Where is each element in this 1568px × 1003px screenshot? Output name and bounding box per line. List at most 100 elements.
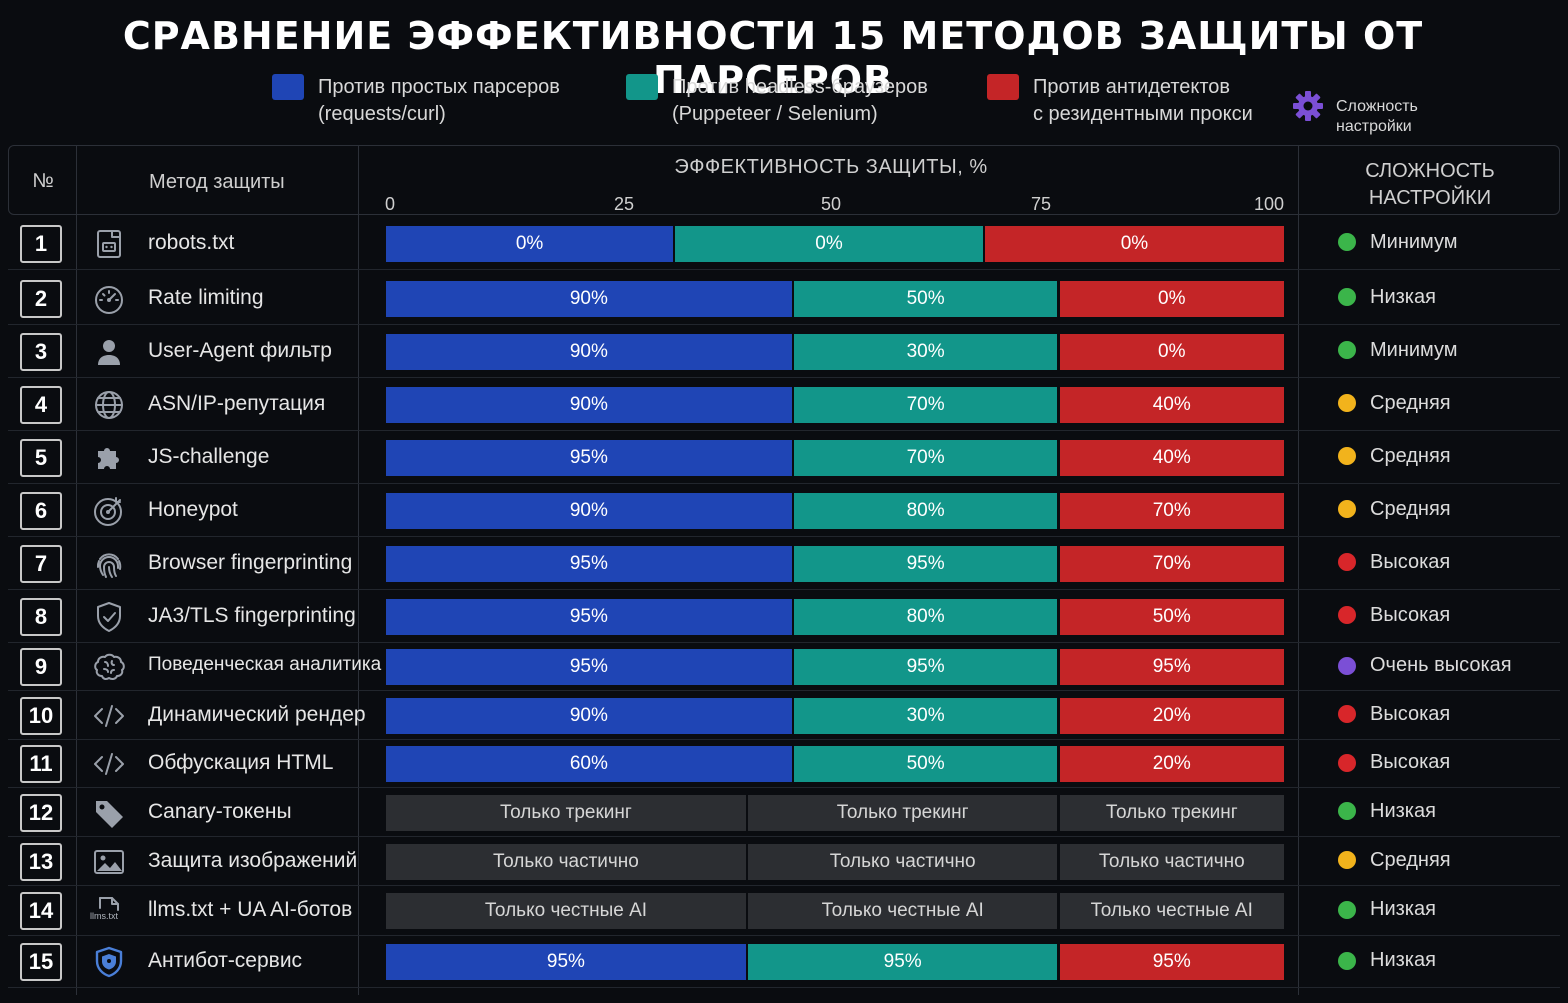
- complexity-cell: Низкая: [1338, 286, 1436, 309]
- bar-segment-red: 40%: [1059, 386, 1284, 423]
- x-tick-label: 100: [1253, 194, 1285, 214]
- complexity-cell: Высокая: [1338, 703, 1450, 726]
- table-row: 14 llms.txt llms.txt + UA AI-ботов Только ч…: [8, 886, 1560, 936]
- column-divider: [76, 145, 77, 995]
- bar-segment-teal: 80%: [793, 492, 1058, 529]
- legend-label: (requests/curl): [318, 103, 446, 125]
- note-segment: Только частично: [1059, 843, 1284, 880]
- bar-segment-teal: 50%: [793, 280, 1058, 317]
- x-tick-label: 0: [384, 194, 396, 214]
- complexity-label: Средняя: [1370, 848, 1451, 871]
- complexity-cell: Средняя: [1338, 849, 1451, 872]
- complexity-label: Низкая: [1370, 799, 1436, 822]
- bar-segment-teal: 30%: [793, 697, 1058, 734]
- legend-swatch: [626, 74, 658, 100]
- header-num: №: [32, 169, 54, 192]
- complexity-label: Минимум: [1370, 230, 1458, 253]
- fingerprint-icon: [92, 547, 126, 581]
- row-number: 15: [20, 943, 62, 981]
- code-icon: [92, 699, 126, 733]
- complexity-label: Низкая: [1370, 898, 1436, 920]
- header-effectiveness: ЭФФЕКТИВНОСТЬ ЗАЩИТЫ, %: [674, 156, 988, 178]
- legend-swatch: [987, 74, 1019, 100]
- table-row: 1 robots.txt 0% 0% 0% Минимум: [8, 217, 1560, 270]
- bar-segment-red: 0%: [984, 225, 1284, 262]
- status-dot: [1338, 851, 1356, 869]
- method-label: llms.txt + UA AI-ботов: [148, 898, 353, 921]
- status-dot: [1338, 341, 1356, 359]
- gear-icon: [1292, 90, 1324, 122]
- note-segment: Только честные AI: [386, 893, 746, 929]
- complexity-label: Средняя: [1370, 391, 1451, 414]
- bar-segment-blue: 90%: [386, 697, 792, 734]
- complexity-label: Средняя: [1370, 497, 1451, 520]
- row-number: 11: [20, 745, 62, 783]
- row-number: 6: [20, 491, 62, 530]
- complexity-label: Высокая: [1370, 550, 1451, 573]
- bar-segment-teal: 70%: [793, 386, 1058, 423]
- status-dot: [1338, 394, 1356, 412]
- shield-check-icon: [92, 600, 126, 634]
- shield-icon: [92, 945, 126, 979]
- bar-segment-teal: 30%: [793, 333, 1058, 370]
- table-row: 8 JA3/TLS fingerprinting 95% 80% 50% Высокая: [8, 590, 1560, 643]
- note-segment: Только трекинг: [1059, 794, 1284, 831]
- bar-segment-teal: 95%: [747, 944, 1058, 980]
- column-divider: [1298, 145, 1299, 995]
- bar-segment-blue: 90%: [386, 333, 792, 370]
- legend-item-simple-parsers: Против простых парсеров (requests/curl): [272, 74, 560, 128]
- method-label: Canary-токены: [148, 799, 292, 823]
- legend-complexity-label: Сложность: [1336, 98, 1418, 115]
- complexity-cell: Высокая: [1338, 751, 1450, 774]
- method-label: User-Agent фильтр: [148, 338, 332, 362]
- complexity-label: Высокая: [1370, 603, 1451, 626]
- header-complexity: СЛОЖНОСТЬ НАСТРОЙКИ: [1365, 160, 1495, 209]
- row-number: 2: [20, 279, 62, 318]
- status-dot: [1338, 900, 1356, 919]
- bar-segment-blue: 0%: [386, 225, 674, 262]
- bar-segment-red: 0%: [1059, 280, 1284, 317]
- bar-segment-blue: 60%: [386, 746, 792, 782]
- complexity-label: Очень высокая: [1370, 654, 1512, 676]
- x-tick-label: 75: [1030, 194, 1052, 214]
- bar-segment-teal: 80%: [793, 598, 1058, 635]
- table-row: 9 Поведенческая аналитика 95% 95% 95% Очень в…: [8, 643, 1560, 691]
- complexity-cell: Минимум: [1338, 231, 1458, 254]
- user-icon: [92, 335, 126, 369]
- bar-segment-blue: 95%: [386, 439, 792, 476]
- comparison-table: № Метод защиты ЭФФЕКТИВНОСТЬ ЗАЩИТЫ, % 0…: [8, 145, 1560, 995]
- row-number: 7: [20, 544, 62, 583]
- file-icon: llms.txt: [90, 894, 126, 928]
- bar-segment-teal: 95%: [793, 545, 1058, 582]
- puzzle-icon: [92, 441, 126, 475]
- table-row: 2 Rate limiting 90% 50% 0% Низкая: [8, 272, 1560, 325]
- row-number: 9: [20, 648, 62, 686]
- legend-item-antidetect: Против антидетектов с резидентными прокс…: [987, 74, 1253, 128]
- method-label: Динамический рендер: [148, 702, 366, 726]
- row-number: 4: [20, 385, 62, 424]
- x-tick-label: 25: [613, 194, 635, 214]
- complexity-label: Высокая: [1370, 702, 1451, 725]
- bar-segment-red: 0%: [1059, 333, 1284, 370]
- status-dot: [1338, 802, 1356, 820]
- bar-segment-red: 20%: [1059, 746, 1284, 782]
- table-row: 10 Динамический рендер 90% 30% 20% Высокая: [8, 691, 1560, 740]
- legend-label: Против простых парсеров: [318, 76, 560, 98]
- icon-caption: llms.txt: [90, 911, 118, 921]
- method-label: JA3/TLS fingerprinting: [148, 603, 356, 627]
- bar-segment-red: 20%: [1059, 697, 1284, 734]
- method-label: robots.txt: [148, 230, 235, 254]
- bar-segment-red: 95%: [1059, 944, 1284, 980]
- complexity-label: Минимум: [1370, 338, 1458, 361]
- bar-segment-blue: 90%: [386, 386, 792, 423]
- note-segment: Только честные AI: [747, 893, 1058, 929]
- table-row: 7 Browser fingerprinting 95% 95% 70% Высокая: [8, 537, 1560, 590]
- robots-icon: [92, 227, 126, 261]
- bar-segment-blue: 95%: [386, 598, 792, 635]
- table-header: № Метод защиты ЭФФЕКТИВНОСТЬ ЗАЩИТЫ, % 0…: [8, 145, 1560, 215]
- bar-segment-red: 50%: [1059, 598, 1284, 635]
- target-icon: [92, 494, 126, 528]
- complexity-cell: Низкая: [1338, 800, 1436, 823]
- note-segment: Только честные AI: [1059, 893, 1284, 929]
- method-label: JS-challenge: [148, 444, 270, 468]
